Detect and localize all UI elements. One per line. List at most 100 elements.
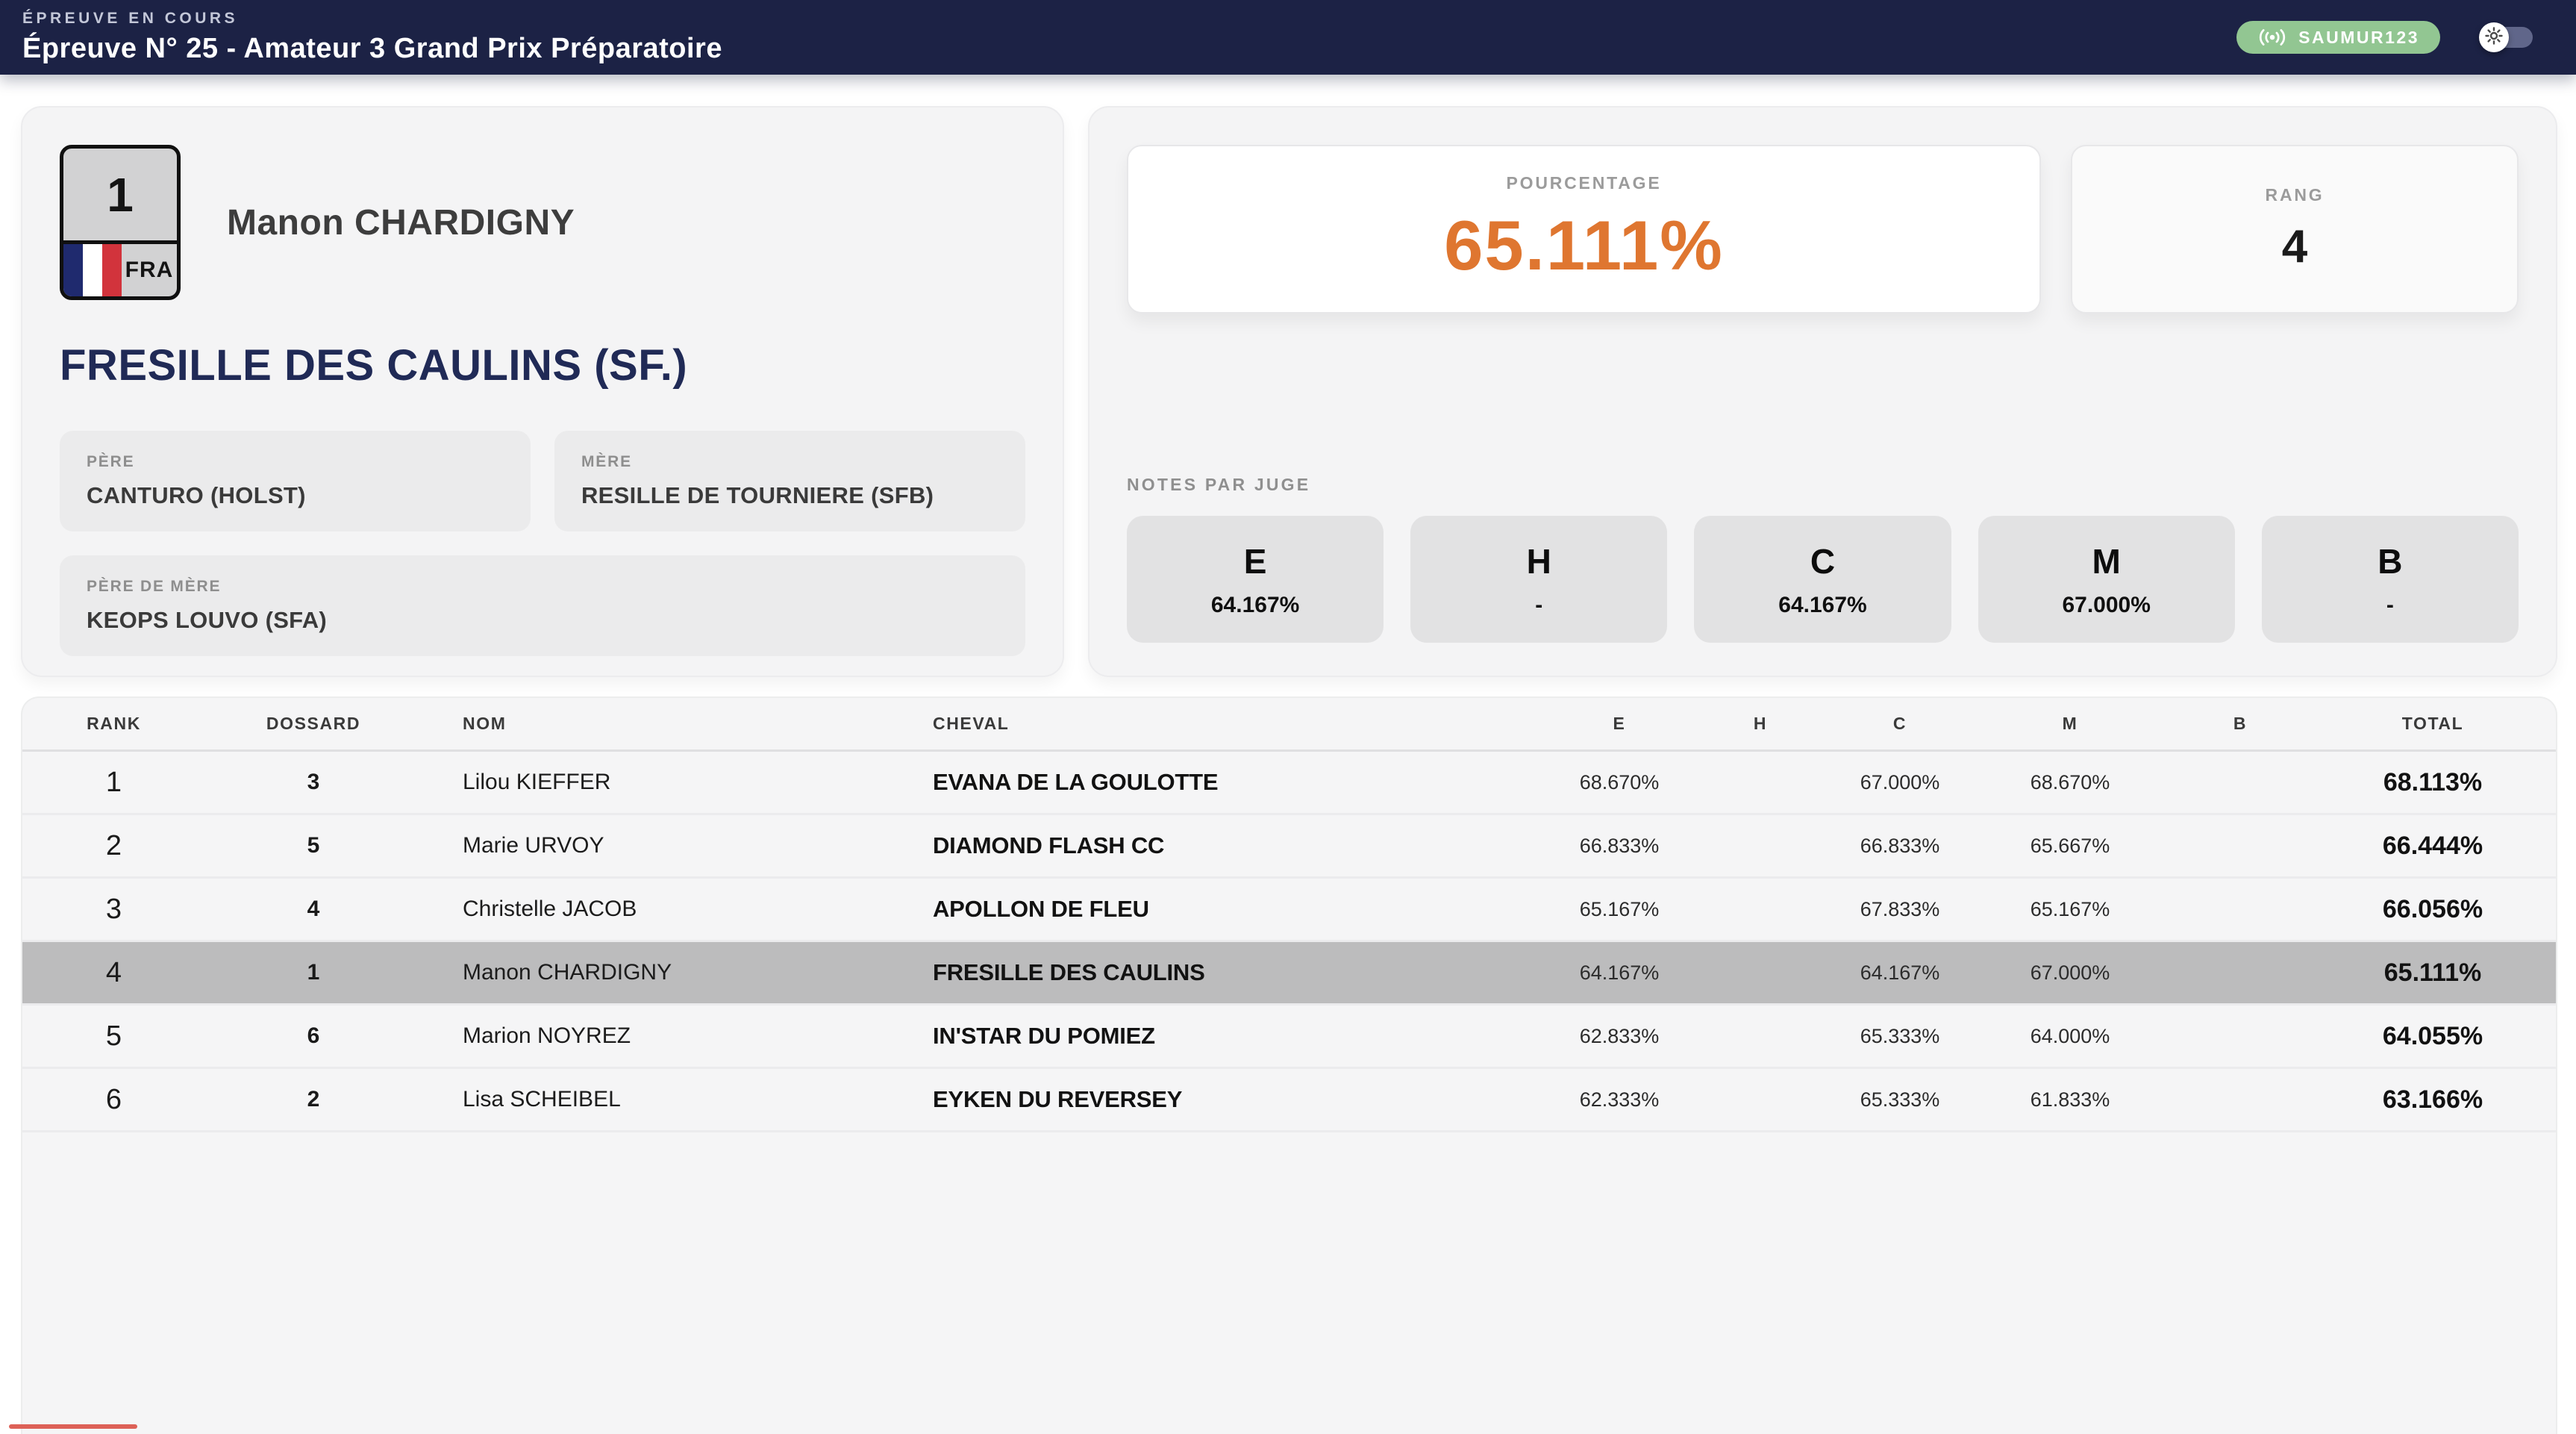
horse-name: FRESILLE DES CAULINS (SF.) [60,341,688,390]
pedigree-box: PÈRE CANTURO (HOLST) [60,431,531,531]
judge-score: 64.167% [1210,592,1300,617]
judges-section-label: NOTES PAR JUGE [1127,475,1311,494]
header-cell-dossard: DOSSARD [266,714,361,733]
table-row: 3 4 Christelle JACOB APOLLON DE FLEU 65.167%… [22,879,2556,942]
cell-dossard: 2 [307,1087,320,1112]
event-status-kicker: ÉPREUVE EN COURS [22,10,239,27]
cell-dossard: 1 [307,960,320,985]
cell-c: 67.833% [1860,897,1940,920]
cell-c: 65.333% [1860,1088,1940,1111]
score-summary: POURCENTAGE 65.111% RANG 4 [1127,145,2519,314]
cell-m: 61.833% [2030,1088,2110,1111]
judge-position: M [2092,541,2121,581]
judge-box-m: M 67.000% [1978,516,2235,643]
pedigree-box: MÈRE RESILLE DE TOURNIERE (SFB) [554,431,1025,531]
judge-box-b: B- [2261,516,2519,643]
cell-nom: Marie URVOY [463,833,604,858]
pedigree-label: PÈRE DE MÈRE [87,578,222,595]
table-row: 4 1 Manon CHARDIGNY FRESILLE DES CAULINS 64.… [22,942,2556,1006]
header-cell-e: E [1613,714,1626,733]
judge-score: - [1535,592,1543,617]
live-code-badge: SAUMUR123 [2236,21,2440,54]
table-row: 1 3 Lilou KIEFFER EVANA DE LA GOULOTTE 68.67… [22,752,2556,815]
cell-nom: Lisa SCHEIBEL [463,1087,621,1112]
rider-identity: 1 FRA Manon CHARDIGNY [60,145,1025,300]
table-header-row: RANK DOSSARD NOM CHEVAL E H C M B TOTAL [22,698,2556,752]
cell-rank: 2 [105,829,122,861]
country-code: FRA [125,258,174,282]
judge-score: 67.000% [2062,592,2151,617]
percentage-label: POURCENTAGE [1506,172,1662,193]
cell-total: 68.113% [2383,767,2483,797]
toggle-knob [2479,22,2509,52]
theme-toggle[interactable] [2479,21,2533,54]
judge-position: E [1243,541,1267,581]
rank-value: 4 [2281,221,2308,272]
cell-nom: Manon CHARDIGNY [463,960,672,985]
cell-total: 65.111% [2383,958,2482,987]
current-entry-section: 1 FRA Manon CHARDIGNY FRESILLE DES CAULI… [21,106,2557,677]
cell-e: 64.167% [1579,961,1660,984]
rider-card: 1 FRA Manon CHARDIGNY FRESILLE DES CAULI… [21,106,1064,677]
judge-position: H [1526,541,1551,581]
cell-nom: Christelle JACOB [463,897,637,921]
header-cell-cheval: CHEVAL [933,714,1010,733]
judges-row: E 64.167% H - C 64.167% M 67.000% B - [1127,516,2519,643]
cell-e: 68.670% [1579,770,1660,794]
header-cell-total: TOTAL [2401,714,2464,733]
judge-position: C [1810,541,1836,581]
event-heading: ÉPREUVE EN COURS Épreuve N° 25 - Amateur… [22,10,722,65]
table-row: 6 2 Lisa SCHEIBEL EYKEN DU REVERSEY 62.333% 6… [22,1069,2556,1132]
judge-score: 64.167% [1778,592,1867,617]
judge-box-h: H- [1410,516,1668,643]
cell-dossard: 3 [307,770,320,794]
header-cell-rank: RANK [87,714,141,733]
main-content: 1 FRA Manon CHARDIGNY FRESILLE DES CAULI… [0,75,2576,1434]
table-row: 5 6 Marion NOYREZ IN'STAR DU POMIEZ 62.833% 6… [22,1006,2556,1069]
percentage-value: 65.111% [1444,205,1724,284]
table-row: 2 5 Marie URVOY DIAMOND FLASH CC 66.833% 66.8… [22,815,2556,879]
cell-rank: 6 [105,1083,122,1115]
pedigree-value: RESILLE DE TOURNIERE (SFB) [581,482,934,508]
table-body: 1 3 Lilou KIEFFER EVANA DE LA GOULOTTE 68.67… [22,752,2556,1132]
rank-label: RANG [2265,185,2325,205]
cell-cheval: APOLLON DE FLEU [933,896,1149,922]
cell-e: 62.333% [1579,1088,1660,1111]
header-cell-m: M [2062,714,2078,733]
percentage-box: POURCENTAGE 65.111% [1127,145,2041,314]
cell-total: 64.055% [2382,1021,2483,1050]
cell-cheval: EYKEN DU REVERSEY [933,1086,1183,1112]
cell-cheval: EVANA DE LA GOULOTTE [933,769,1219,795]
bib-number: 1 [63,149,177,244]
bib-badge: 1 FRA [60,145,181,300]
cell-rank: 4 [105,956,122,988]
results-table: RANK DOSSARD NOM CHEVAL E H C M B TOTAL 1 3 Lilou K… [21,696,2557,1434]
cell-m: 67.000% [2030,961,2110,984]
pedigree-label: PÈRE [87,453,135,470]
event-title: Épreuve N° 25 - Amateur 3 Grand Prix Pré… [22,33,722,64]
cell-nom: Lilou KIEFFER [463,770,611,794]
cell-rank: 5 [105,1020,122,1052]
rider-name: Manon CHARDIGNY [227,202,575,243]
sun-icon [2485,26,2503,49]
judge-box-c: C 64.167% [1694,516,1951,643]
cell-cheval: FRESILLE DES CAULINS [933,959,1205,985]
cell-c: 66.833% [1860,834,1940,857]
cell-dossard: 5 [307,833,320,858]
cell-m: 65.667% [2030,834,2110,857]
cell-total: 63.166% [2382,1085,2483,1114]
judge-box-e: E 64.167% [1127,516,1384,643]
cell-m: 65.167% [2030,897,2110,920]
cell-m: 64.000% [2030,1024,2110,1047]
cell-total: 66.444% [2382,831,2483,860]
cell-c: 67.000% [1860,770,1940,794]
pedigree-value: KEOPS LOUVO (SFA) [87,607,328,633]
cell-cheval: IN'STAR DU POMIEZ [933,1023,1155,1049]
judge-position: B [2378,541,2403,581]
france-flag-icon [63,244,122,296]
bib-country: FRA [63,244,177,296]
cell-e: 62.833% [1579,1024,1660,1047]
cell-rank: 1 [105,766,122,798]
top-header: ÉPREUVE EN COURS Épreuve N° 25 - Amateur… [0,0,2576,75]
cell-total: 66.056% [2382,894,2483,923]
